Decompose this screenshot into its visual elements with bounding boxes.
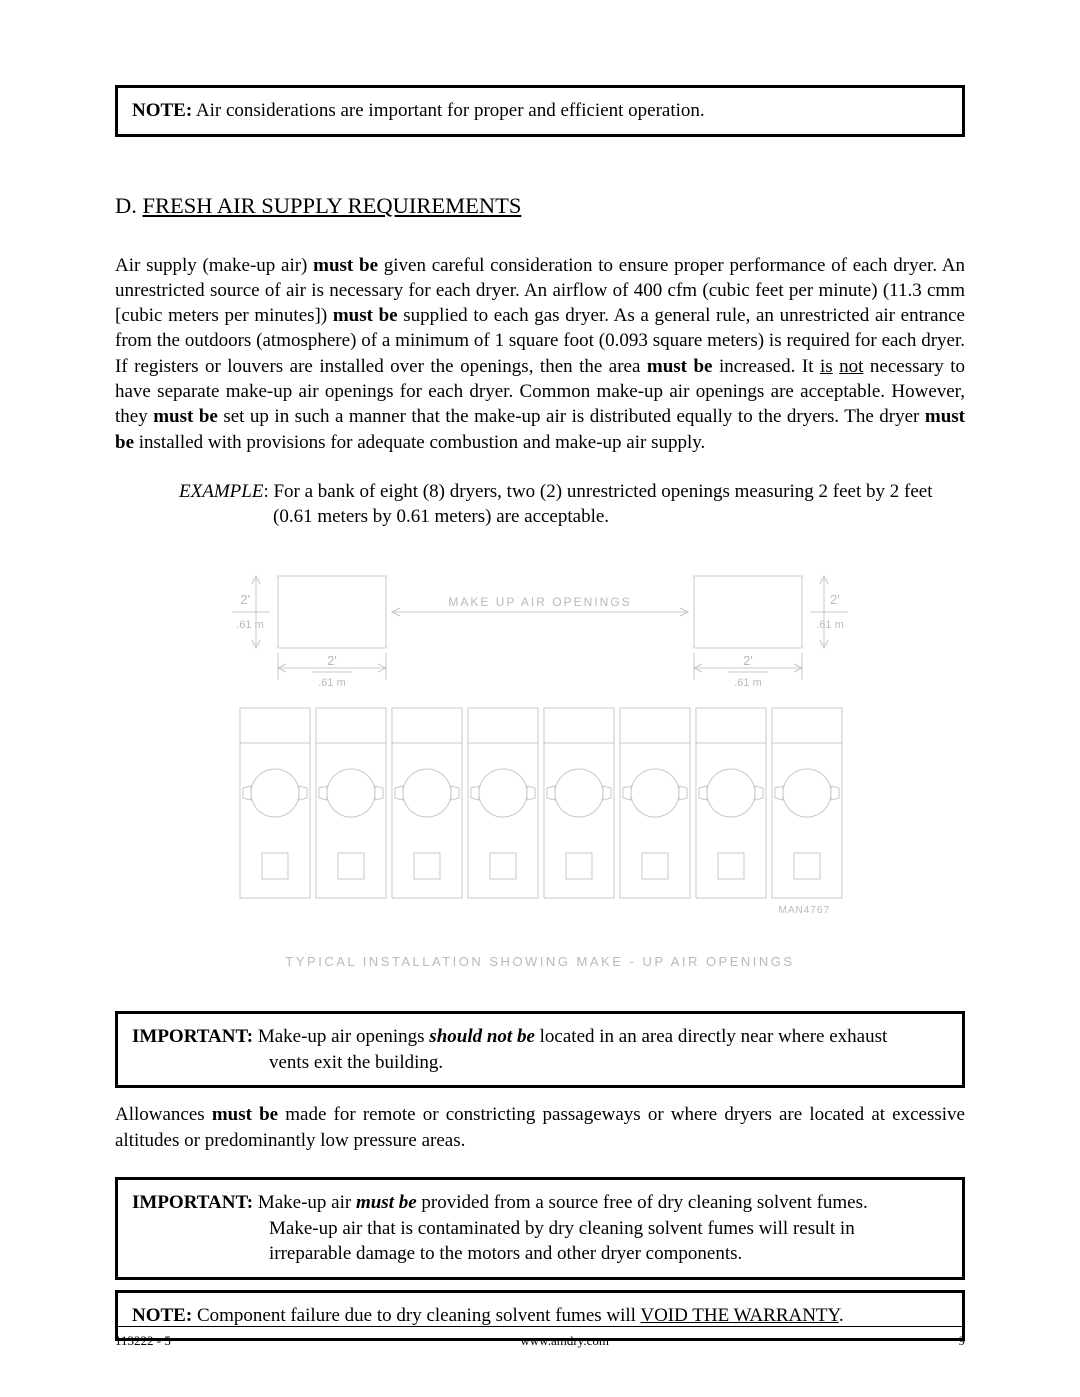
note2-t1: Component failure due to dry cleaning so… (197, 1305, 640, 1326)
p1g: set up in such a manner that the make-up… (218, 406, 925, 427)
diagram-svg: MAKE UP AIR OPENINGS 2' .61 m 2' .61 m 2… (230, 558, 850, 918)
dryer-unit (544, 708, 614, 898)
dim-m-rh: .61 m (734, 677, 762, 689)
dryer-unit (772, 708, 842, 898)
imp1-t3: vents exit the building. (132, 1050, 948, 1076)
b4: must be (153, 406, 218, 427)
heading-letter: D. (115, 193, 143, 218)
imp2-t1: Make-up air (258, 1192, 356, 1213)
imp2-t3: Make-up air that is contaminated by dry … (132, 1216, 948, 1242)
paragraph-2: Allowances must be made for remote or co… (115, 1102, 965, 1153)
dim-ft-rh: 2' (743, 653, 753, 668)
example-line1: For a bank of eight (8) dryers, two (2) … (273, 481, 932, 502)
u2: not (839, 356, 863, 377)
u1: is (820, 356, 833, 377)
openings-label: MAKE UP AIR OPENINGS (448, 595, 631, 609)
imp1-label: IMPORTANT: (132, 1026, 253, 1047)
dryer-unit (696, 708, 766, 898)
dryer-unit (316, 708, 386, 898)
dim-ft-l: 2' (240, 592, 250, 607)
note2-u: VOID THE WARRANTY (640, 1305, 838, 1326)
note-label: NOTE: (132, 100, 192, 121)
example-line2: (0.61 meters by 0.61 meters) are accepta… (179, 504, 965, 530)
dryer-unit (468, 708, 538, 898)
note2-t2: . (839, 1305, 844, 1326)
dim-m-r: .61 m (816, 619, 844, 631)
dim-m-l: .61 m (236, 619, 264, 631)
p1d: increased. It (712, 356, 820, 377)
installation-diagram: MAKE UP AIR OPENINGS 2' .61 m 2' .61 m 2… (230, 558, 850, 923)
heading-title: FRESH AIR SUPPLY REQUIREMENTS (143, 193, 522, 218)
b3: must be (647, 356, 713, 377)
diagram-caption-wrap: TYPICAL INSTALLATION SHOWING MAKE - UP A… (115, 953, 965, 971)
note2-label: NOTE: (132, 1305, 192, 1326)
diagram-caption: TYPICAL INSTALLATION SHOWING MAKE - UP A… (285, 954, 794, 969)
note-text: Air considerations are important for pro… (196, 100, 705, 121)
imp2-label: IMPORTANT: (132, 1192, 253, 1213)
footer-right: 9 (959, 1333, 966, 1349)
p1h: installed with provisions for adequate c… (134, 432, 705, 453)
example-sep: : (263, 481, 273, 502)
note-box-1: NOTE: Air considerations are important f… (115, 85, 965, 137)
dryer-unit (620, 708, 690, 898)
imp2-t2: provided from a source free of dry clean… (417, 1192, 868, 1213)
paragraph-1: Air supply (make-up air) must be given c… (115, 253, 965, 455)
p2b: must be (212, 1104, 278, 1125)
imp1-t2: located in an area directly near where e… (535, 1026, 887, 1047)
imp1-t1: Make-up air openings (258, 1026, 429, 1047)
p1a: Air supply (make-up air) (115, 255, 313, 276)
example-label: EXAMPLE (179, 481, 263, 502)
dim-m-lh: .61 m (318, 677, 346, 689)
page-footer: 113222 - 5 www.amdry.com 9 (115, 1326, 965, 1349)
dim-ft-r: 2' (830, 592, 840, 607)
section-heading: D. FRESH AIR SUPPLY REQUIREMENTS (115, 193, 965, 219)
b2: must be (333, 305, 398, 326)
part-number: MAN4767 (779, 905, 830, 916)
imp2-t4: irreparable damage to the motors and oth… (132, 1241, 948, 1267)
imp2-ib: must be (356, 1192, 417, 1213)
dim-ft-lh: 2' (327, 653, 337, 668)
footer-center: www.amdry.com (520, 1333, 609, 1349)
example-block: EXAMPLE: For a bank of eight (8) dryers,… (179, 479, 965, 530)
dryer-unit (392, 708, 462, 898)
imp1-ib: should not be (429, 1026, 535, 1047)
important-box-1: IMPORTANT: Make-up air openings should n… (115, 1011, 965, 1088)
important-box-2: IMPORTANT: Make-up air must be provided … (115, 1177, 965, 1280)
footer-left: 113222 - 5 (115, 1333, 171, 1349)
p2a: Allowances (115, 1104, 212, 1125)
dryer-unit (240, 708, 310, 898)
b1: must be (313, 255, 378, 276)
